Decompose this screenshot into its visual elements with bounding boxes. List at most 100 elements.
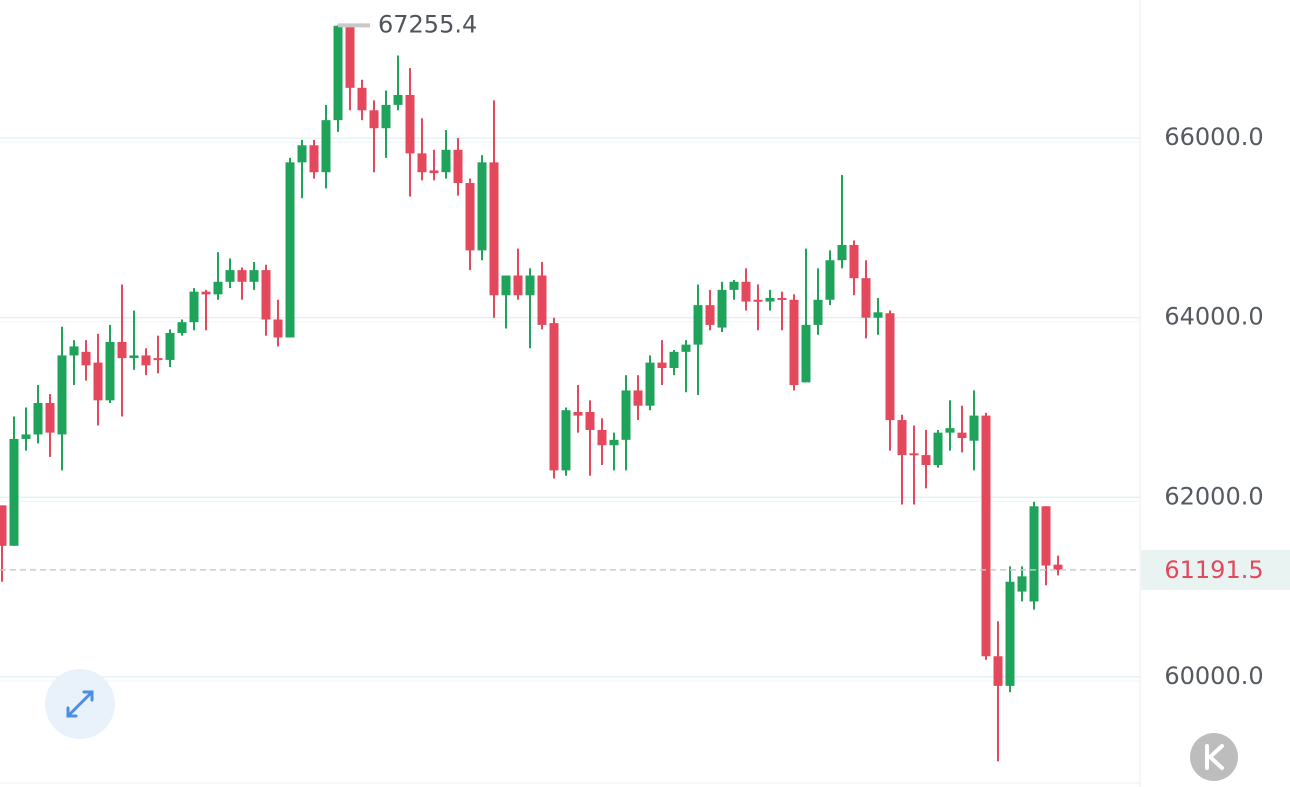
candle-body (9, 438, 19, 546)
candle-body (873, 312, 883, 318)
candle-body (0, 505, 7, 546)
candle-body (813, 299, 823, 325)
candle-body (405, 95, 415, 154)
candle-body (561, 410, 571, 471)
candle-body (957, 432, 967, 439)
candle-body (213, 281, 223, 295)
candle-body (285, 162, 295, 338)
candle-body (1053, 564, 1063, 570)
candle-body (1017, 576, 1027, 592)
candle-body (273, 319, 283, 338)
candle-body (585, 411, 595, 430)
candle-body (669, 351, 679, 368)
candle-body (645, 362, 655, 406)
candle-body (777, 297, 787, 300)
candle-body (513, 275, 523, 296)
candle-body (993, 656, 1003, 686)
y-tick-label: 60000.0 (1164, 662, 1263, 690)
candle-body (225, 270, 235, 282)
candle-body (489, 162, 499, 296)
candle-body (129, 355, 139, 359)
candle-body (861, 278, 871, 318)
candle-body (309, 145, 319, 173)
candle-body (93, 362, 103, 401)
candle-body (117, 341, 127, 359)
candle-body (417, 153, 427, 173)
candle-body (837, 244, 847, 261)
candle-body (357, 87, 367, 111)
candle-body (57, 355, 67, 435)
candle-body (297, 145, 307, 163)
candle-body (909, 453, 919, 456)
candle-body (981, 415, 991, 657)
candle-body (621, 390, 631, 440)
candle-body (597, 429, 607, 446)
candle-body (345, 25, 355, 88)
expand-button[interactable] (45, 669, 115, 739)
candle-body (753, 299, 763, 302)
candle-body (201, 291, 211, 295)
candle-body (1005, 581, 1015, 686)
candle-body (153, 358, 163, 361)
candle-body (177, 322, 187, 333)
candle-body (381, 104, 391, 129)
candle-body (693, 305, 703, 345)
y-tick-label: 66000.0 (1164, 123, 1263, 151)
candle-body (945, 428, 955, 433)
candle-body (801, 324, 811, 383)
candle-body (1041, 506, 1051, 566)
candle-body (393, 95, 403, 105)
candle-body (897, 420, 907, 456)
candle-body (849, 244, 859, 279)
candle-body (21, 434, 31, 439)
candle-body (81, 351, 91, 366)
candle-body (789, 299, 799, 386)
candle-body (1029, 506, 1039, 602)
candle-body (261, 270, 271, 320)
candles (0, 25, 1063, 762)
candle-body (453, 149, 463, 184)
candle-body (501, 275, 511, 296)
candle-body (609, 439, 619, 446)
candle-body (705, 305, 715, 325)
candle-body (885, 313, 895, 421)
candle-body (729, 281, 739, 290)
candle-body (189, 291, 199, 323)
candle-body (549, 323, 559, 471)
y-tick-label: 64000.0 (1164, 303, 1263, 331)
candle-body (633, 390, 643, 406)
candle-body (237, 270, 247, 282)
candle-body (477, 162, 487, 251)
last-price-box (1141, 549, 1290, 590)
candle-body (465, 183, 475, 251)
candle-body (33, 403, 43, 435)
kline-button[interactable] (1190, 733, 1238, 781)
candle-body (249, 270, 259, 282)
candle-body (69, 346, 79, 356)
candle-body (573, 411, 583, 416)
candle-body (657, 362, 667, 368)
candle-body (525, 275, 535, 296)
candle-body (681, 344, 691, 352)
candle-body (321, 120, 331, 173)
candle-body (825, 260, 835, 300)
overlay: 67255.4 61191.5 (0, 10, 1290, 590)
candle-body (429, 170, 439, 174)
last-price-label: 61191.5 (1164, 556, 1263, 584)
candle-body (933, 432, 943, 465)
candle-body (741, 281, 751, 302)
candle-body (441, 149, 451, 173)
candle-body (165, 332, 175, 360)
candle-body (921, 455, 931, 465)
candle-body (45, 403, 55, 433)
candle-body (717, 289, 727, 328)
candle-body (141, 355, 151, 366)
candle-body (537, 275, 547, 325)
candle-body (105, 341, 115, 401)
candle-body (333, 25, 343, 121)
high-label: 67255.4 (378, 10, 477, 38)
y-tick-label: 62000.0 (1164, 482, 1263, 510)
candle-body (969, 415, 979, 441)
